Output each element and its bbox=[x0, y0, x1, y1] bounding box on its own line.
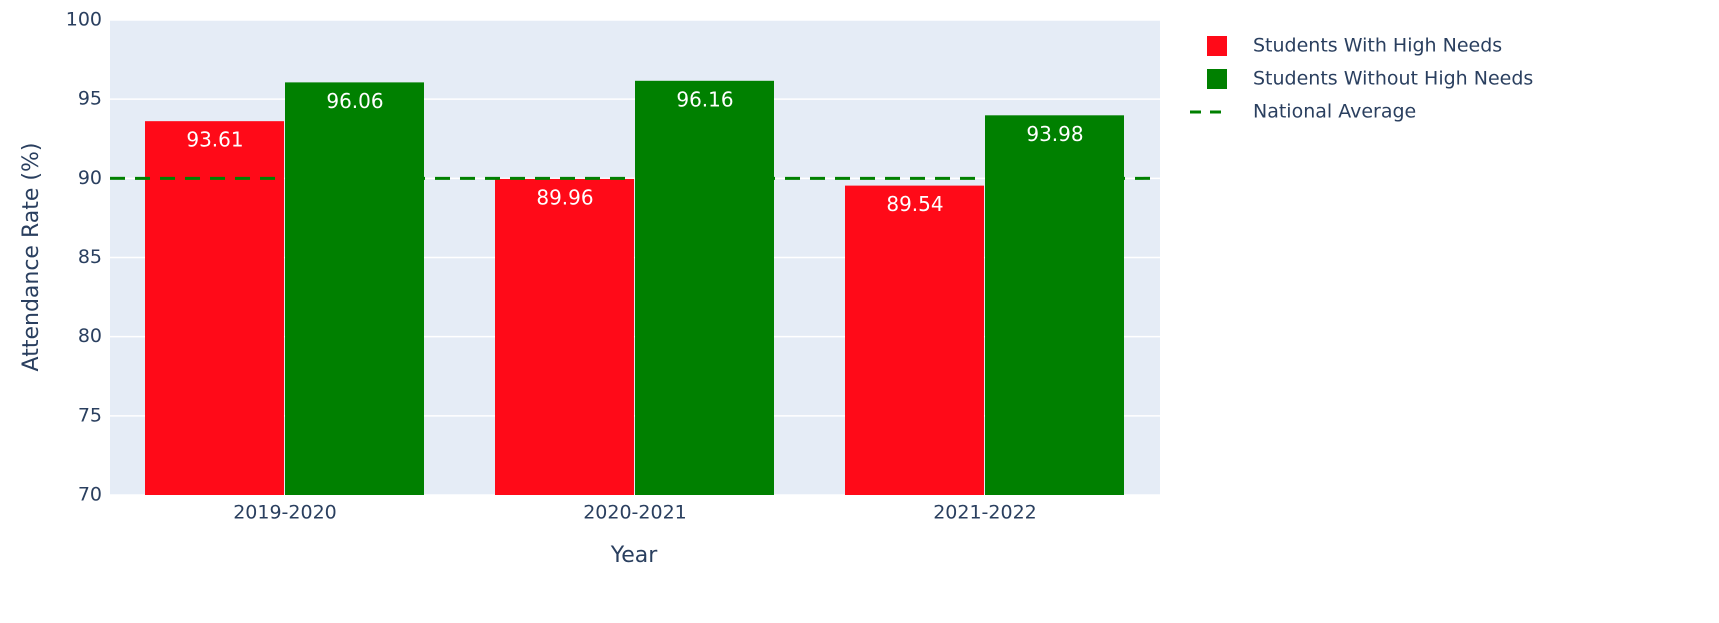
y-tick-label: 70 bbox=[78, 484, 102, 506]
y-tick-label: 85 bbox=[78, 246, 102, 268]
legend-label: Students Without High Needs bbox=[1253, 68, 1533, 90]
legend-swatch bbox=[1207, 36, 1227, 56]
bar bbox=[285, 82, 424, 495]
legend-swatch bbox=[1207, 69, 1227, 89]
value-label: 96.06 bbox=[326, 89, 383, 113]
x-tick-label: 2021-2022 bbox=[933, 502, 1037, 524]
bar bbox=[495, 178, 634, 495]
legend-label: National Average bbox=[1253, 101, 1416, 123]
value-label: 93.61 bbox=[186, 128, 243, 152]
y-tick-label: 75 bbox=[78, 404, 102, 426]
bar bbox=[145, 121, 284, 496]
value-label: 89.96 bbox=[536, 185, 593, 209]
x-axis-title: Year bbox=[610, 543, 659, 568]
x-tick-label: 2019-2020 bbox=[233, 502, 337, 524]
y-tick-label: 80 bbox=[78, 325, 102, 347]
bar bbox=[985, 115, 1124, 496]
legend-label: Students With High Needs bbox=[1253, 35, 1502, 57]
x-tick-label: 2020-2021 bbox=[583, 502, 687, 524]
y-axis-title: Attendance Rate (%) bbox=[19, 143, 44, 372]
value-label: 96.16 bbox=[676, 87, 733, 111]
y-tick-label: 90 bbox=[78, 167, 102, 189]
value-label: 93.98 bbox=[1026, 122, 1083, 146]
value-label: 89.54 bbox=[886, 192, 943, 216]
bar bbox=[845, 185, 984, 495]
y-tick-label: 100 bbox=[66, 9, 102, 31]
y-tick-label: 95 bbox=[78, 88, 102, 110]
bar bbox=[635, 80, 774, 496]
